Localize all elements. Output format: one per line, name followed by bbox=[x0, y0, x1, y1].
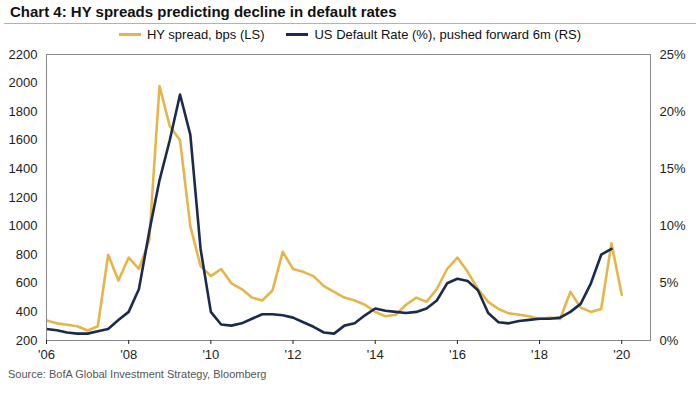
svg-text:5%: 5% bbox=[660, 275, 679, 290]
svg-text:'12: '12 bbox=[285, 347, 302, 362]
svg-text:200: 200 bbox=[16, 333, 38, 348]
svg-text:'18: '18 bbox=[531, 347, 548, 362]
html-text:US Default Rate (%), pushed fo: US Default Rate (%), pushed forward 6m (… bbox=[314, 26, 582, 42]
svg-text:2000: 2000 bbox=[9, 75, 38, 90]
svg-text:25%: 25% bbox=[660, 47, 686, 62]
svg-text:1600: 1600 bbox=[9, 132, 38, 147]
svg-text:1000: 1000 bbox=[9, 218, 38, 233]
svg-text:400: 400 bbox=[16, 304, 38, 319]
html-text:Chart 4: HY spreads predicting: Chart 4: HY spreads predicting decline i… bbox=[10, 3, 397, 20]
svg-text:'20: '20 bbox=[613, 347, 630, 362]
svg-text:0%: 0% bbox=[660, 333, 679, 348]
svg-text:1800: 1800 bbox=[9, 104, 38, 119]
svg-text:10%: 10% bbox=[660, 218, 686, 233]
svg-text:'14: '14 bbox=[367, 347, 384, 362]
svg-text:600: 600 bbox=[16, 275, 38, 290]
svg-text:2200: 2200 bbox=[9, 47, 38, 62]
svg-text:15%: 15% bbox=[660, 161, 686, 176]
svg-text:800: 800 bbox=[16, 247, 38, 262]
svg-text:'16: '16 bbox=[449, 347, 466, 362]
svg-text:1200: 1200 bbox=[9, 190, 38, 205]
html-text:Source: BofA Global Investment: Source: BofA Global Investment Strategy,… bbox=[8, 368, 267, 380]
svg-text:'10: '10 bbox=[202, 347, 219, 362]
svg-text:'06: '06 bbox=[38, 347, 55, 362]
svg-text:20%: 20% bbox=[660, 104, 686, 119]
html-text:HY spread, bps (LS): HY spread, bps (LS) bbox=[146, 26, 265, 42]
svg-text:'08: '08 bbox=[120, 347, 137, 362]
svg-text:1400: 1400 bbox=[9, 161, 38, 176]
